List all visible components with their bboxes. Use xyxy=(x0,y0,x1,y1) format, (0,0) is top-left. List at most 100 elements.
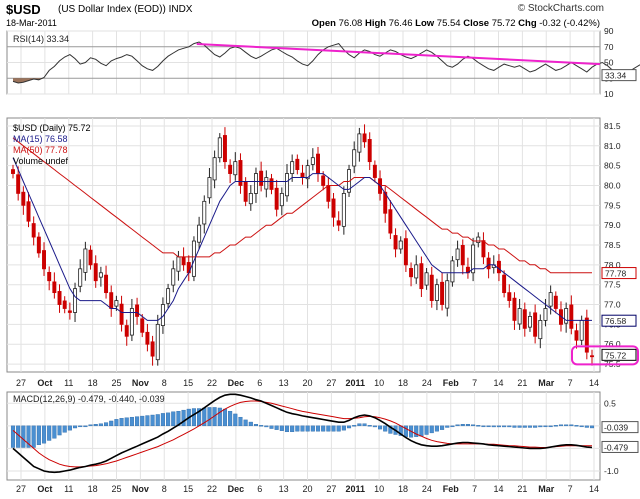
macd-histogram-bar xyxy=(362,423,367,427)
price-x-tick-label: 20 xyxy=(302,378,312,388)
macd-histogram-bar xyxy=(579,425,584,428)
macd-x-tick-label: 18 xyxy=(88,484,98,494)
price-y-tick-label: 78.5 xyxy=(604,240,621,250)
rsi-legend: RSI(14) 33.34 xyxy=(13,34,69,44)
price-y-tick-label: 77.0 xyxy=(604,300,621,310)
macd-legend: MACD(12,26,9) -0.479, -0.440, -0.039 xyxy=(13,394,165,404)
candle-body xyxy=(352,149,357,167)
price-x-tick-label: Feb xyxy=(443,378,460,388)
macd-histogram-bar xyxy=(145,415,150,427)
candle-body xyxy=(129,308,134,336)
candle-body xyxy=(362,133,367,143)
price-x-tick-label: Mar xyxy=(538,378,555,388)
candle-body xyxy=(140,318,145,333)
price-y-tick-label: 77.5 xyxy=(604,280,621,290)
macd-histogram-bar xyxy=(315,425,321,432)
macd-histogram-bar xyxy=(243,419,248,427)
macd-histogram-bar xyxy=(264,425,269,428)
macd-histogram-bar xyxy=(207,407,212,427)
price-x-tick-label: 18 xyxy=(398,378,408,388)
macd-x-tick-label: 22 xyxy=(207,484,217,494)
candle-body xyxy=(197,224,202,243)
macd-signal-line xyxy=(12,400,592,468)
candle-body xyxy=(47,271,52,282)
candle-body xyxy=(460,244,465,266)
candle-body xyxy=(285,173,289,197)
price-last-value-label: 77.78 xyxy=(605,269,627,279)
rsi-last-value-box xyxy=(601,69,637,82)
price-last-value-box xyxy=(601,348,637,361)
candle-body xyxy=(269,178,274,190)
candle-body xyxy=(155,323,160,361)
macd-histogram-bar xyxy=(372,425,377,428)
candle-body xyxy=(42,250,46,270)
candle-body xyxy=(176,256,181,272)
candle-body xyxy=(336,220,341,226)
candle-body xyxy=(445,280,450,309)
price-x-tick-label: 7 xyxy=(472,378,477,388)
rsi-trendline xyxy=(196,42,601,66)
macd-histogram-bar xyxy=(36,425,41,446)
macd-x-tick-label: 11 xyxy=(64,484,73,494)
price-y-tick-label: 79.0 xyxy=(604,220,621,230)
macd-x-tick-label: 8 xyxy=(162,484,167,494)
price-legend-item: Volume undef xyxy=(13,156,69,166)
macd-histogram-bar xyxy=(388,425,393,434)
macd-histogram-bar xyxy=(383,425,388,432)
macd-y-tick-label: 0.5 xyxy=(604,398,616,408)
candle-body xyxy=(248,193,253,205)
price-x-tick-label: 24 xyxy=(422,378,432,388)
price-y-tick-label: 78.0 xyxy=(604,260,621,270)
macd-line xyxy=(12,393,593,474)
macd-x-tick-label: 14 xyxy=(589,484,599,494)
candle-body xyxy=(88,249,93,266)
candle-body xyxy=(233,161,238,176)
macd-x-tick-label: 14 xyxy=(493,484,503,494)
macd-x-tick-label: 18 xyxy=(398,484,408,494)
candle-body xyxy=(310,157,315,165)
candle-body xyxy=(331,198,336,218)
macd-histogram-bar xyxy=(109,420,114,427)
macd-histogram-bar xyxy=(10,425,16,448)
candle-body xyxy=(414,264,419,279)
low-label: Low xyxy=(415,18,435,29)
macd-histogram-bar xyxy=(300,425,305,432)
macd-histogram-bar xyxy=(574,425,579,427)
macd-x-tick-label: Dec xyxy=(228,484,245,494)
candle-body xyxy=(217,137,222,159)
price-x-tick-label: 27 xyxy=(326,378,336,388)
macd-histogram-bar xyxy=(248,421,253,427)
price-x-tick-label: Oct xyxy=(37,378,52,388)
price-legend-item: MA(15) 76.58 xyxy=(13,134,68,144)
rsi-y-tick-label: 70 xyxy=(604,42,614,52)
macd-histogram-bar xyxy=(429,425,434,434)
macd-histogram-bar xyxy=(279,425,284,431)
macd-histogram-bar xyxy=(538,425,543,428)
instrument-name: (US Dollar Index (EOD)) INDX xyxy=(58,4,193,15)
candle-body xyxy=(450,260,455,283)
close-value: 75.72 xyxy=(491,18,516,29)
candle-body xyxy=(114,300,119,307)
macd-histogram-bar xyxy=(129,416,134,427)
macd-histogram-bar xyxy=(47,425,52,441)
macd-histogram-bar xyxy=(569,424,574,427)
price-x-tick-label: Dec xyxy=(228,378,245,388)
macd-x-tick-label: 24 xyxy=(422,484,432,494)
price-y-tick-label: 80.0 xyxy=(604,180,621,190)
macd-histogram-bar xyxy=(41,425,47,444)
candle-body xyxy=(403,238,408,266)
symbol-title: $USD xyxy=(6,2,41,17)
candle-body xyxy=(62,300,67,309)
macd-last-value-label: -0.039 xyxy=(604,423,628,433)
candle-body xyxy=(569,304,574,329)
candle-body xyxy=(259,170,264,186)
close-highlight-box xyxy=(571,345,639,366)
macd-histogram-bar xyxy=(346,425,352,429)
high-value: 76.46 xyxy=(388,18,413,29)
macd-histogram-bar xyxy=(357,423,362,427)
macd-histogram-bar xyxy=(181,409,186,427)
candle-body xyxy=(496,260,501,274)
macd-histogram-bar xyxy=(584,425,589,428)
candle-body xyxy=(471,244,476,274)
candle-body xyxy=(253,173,258,194)
